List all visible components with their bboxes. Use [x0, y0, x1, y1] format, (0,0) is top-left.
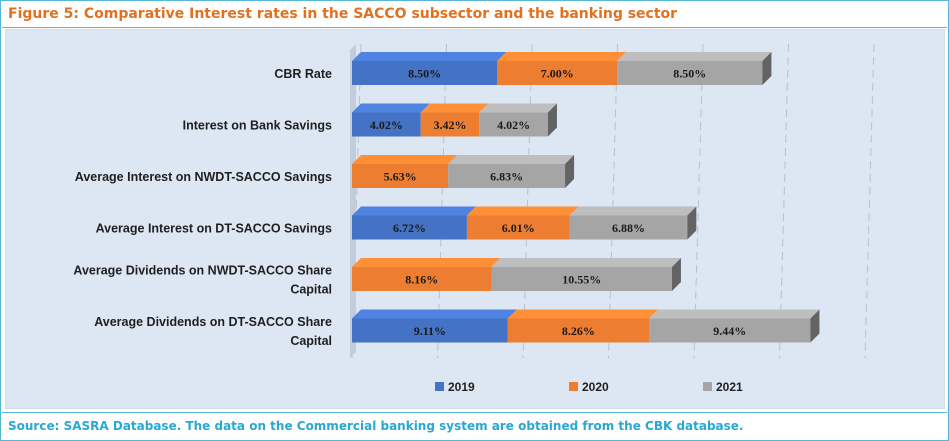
- data-label: 8.16%: [405, 273, 438, 287]
- bar-side-2021: [810, 309, 820, 343]
- bar-top-2021: [479, 103, 557, 113]
- bar-top-2019: [352, 103, 430, 113]
- bar-side-2021: [671, 258, 681, 291]
- legend: 2019 2020 2021: [435, 380, 743, 394]
- bar-2021: [649, 318, 811, 343]
- category-label: Average Dividends on DT-SACCO Share: [94, 315, 332, 329]
- gridline: [864, 43, 875, 359]
- data-label: 10.55%: [562, 273, 601, 287]
- category-label: CBR Rate: [274, 67, 332, 81]
- bar-top-2020: [466, 206, 579, 216]
- data-label: 4.02%: [497, 118, 530, 132]
- data-label: 6.01%: [502, 221, 535, 235]
- bar-side-2021: [762, 52, 772, 85]
- bar-2019: [352, 61, 498, 85]
- title-bar: Figure 5: Comparative Interest rates in …: [2, 2, 947, 28]
- bar-2020: [507, 318, 650, 343]
- category-label: Average Interest on DT-SACCO Savings: [96, 222, 332, 236]
- data-label: 8.50%: [408, 67, 441, 81]
- data-label: 6.88%: [612, 221, 645, 235]
- bar-top-2021: [649, 309, 820, 319]
- bar-top-2019: [352, 206, 476, 216]
- plot-area: CBR Rate Interest on Bank Savings Average …: [5, 29, 945, 409]
- stacked-bar-chart: CBR Rate Interest on Bank Savings Average …: [73, 43, 875, 394]
- data-label: 9.44%: [713, 324, 746, 338]
- bar-side-2021: [687, 206, 697, 240]
- bar-2019: [352, 318, 508, 343]
- bar-top-2021: [617, 52, 772, 61]
- bar-side-2021: [565, 155, 575, 188]
- bar-2021: [479, 112, 548, 137]
- category-label: Interest on Bank Savings: [183, 119, 332, 133]
- data-label: 6.72%: [393, 221, 426, 235]
- gridline: [693, 43, 704, 359]
- bar-2021: [569, 215, 688, 240]
- bar-2020: [352, 164, 449, 188]
- source-note: Source: SASRA Database. The data on the …: [8, 419, 744, 433]
- figure-title: Figure 5: Comparative Interest rates in …: [8, 6, 678, 22]
- bar-side-2021: [547, 103, 557, 137]
- bar-2020: [420, 112, 480, 137]
- gridlines: [351, 43, 875, 359]
- legend-swatch-2020: [569, 382, 578, 391]
- gridline: [779, 43, 789, 359]
- category-labels: CBR Rate Interest on Bank Savings Average …: [73, 67, 332, 348]
- bar-top-2021: [448, 155, 575, 164]
- gridline: [522, 43, 533, 359]
- bar-top-2019: [352, 309, 517, 319]
- bar-top-2020: [497, 52, 627, 61]
- bar-2020: [466, 215, 570, 240]
- category-label: Capital: [290, 334, 332, 348]
- data-label: 8.50%: [673, 67, 706, 81]
- data-label: 3.42%: [433, 118, 466, 132]
- data-label: 6.83%: [490, 170, 523, 184]
- data-label: 8.26%: [562, 324, 595, 338]
- legend-swatch-2021: [703, 382, 712, 391]
- gridline: [608, 43, 618, 359]
- category-label: Capital: [290, 283, 332, 297]
- category-label: Average Interest on NWDT-SACCO Savings: [75, 170, 332, 184]
- bar-top-2020: [352, 258, 501, 267]
- chart-wall: [350, 44, 356, 358]
- data-label: 7.00%: [541, 67, 574, 81]
- bar-top-2020: [420, 103, 489, 113]
- bar-top-2021: [491, 258, 681, 267]
- bar-2020: [497, 61, 618, 85]
- data-label: 9.11%: [414, 324, 446, 338]
- bar-2019: [352, 215, 467, 240]
- data-label: 5.63%: [384, 170, 417, 184]
- legend-label: 2021: [716, 380, 743, 394]
- bar-top-2020: [507, 309, 659, 319]
- bar-2021: [491, 267, 672, 291]
- bars: 8.50% 7.00% 8.50% 4.02% 3.42% 4.02% 5.63% 6.83%…: [352, 52, 820, 343]
- bar-top-2020: [352, 155, 458, 164]
- source-bar: Source: SASRA Database. The data on the …: [2, 412, 947, 440]
- legend-label: 2019: [448, 380, 475, 394]
- category-label: Average Dividends on NWDT-SACCO Share: [73, 264, 332, 278]
- legend-label: 2020: [582, 380, 609, 394]
- bar-2020: [352, 267, 492, 291]
- gridline: [437, 43, 447, 359]
- bar-2021: [617, 61, 763, 85]
- bar-top-2019: [352, 52, 507, 61]
- bar-2021: [448, 164, 566, 188]
- bar-2019: [352, 112, 421, 137]
- legend-swatch-2019: [435, 382, 444, 391]
- data-label: 4.02%: [370, 118, 403, 132]
- bar-top-2021: [569, 206, 697, 216]
